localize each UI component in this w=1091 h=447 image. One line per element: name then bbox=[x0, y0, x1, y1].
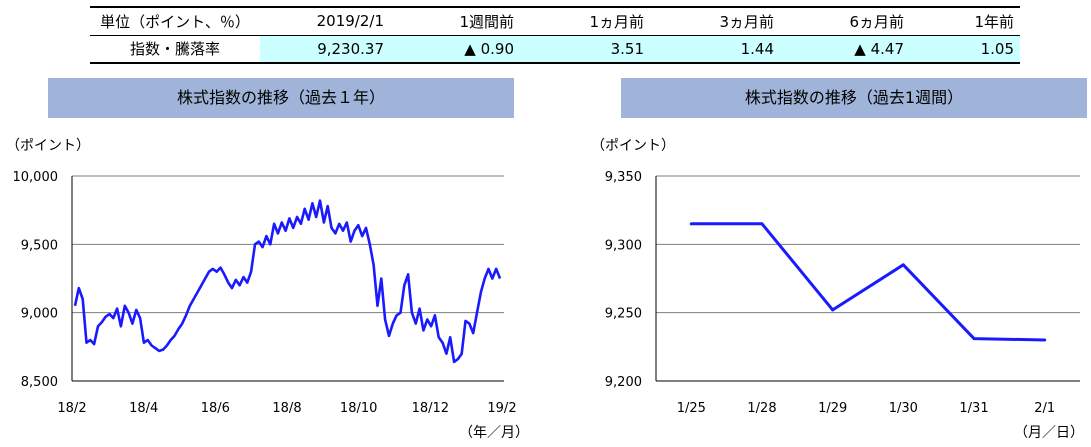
x-tick-label: 18/10 bbox=[340, 401, 377, 416]
y-tick-label: 9,250 bbox=[605, 307, 642, 322]
y-tick-label: 9,300 bbox=[605, 238, 642, 253]
data-point bbox=[689, 222, 693, 226]
x-tick-label: 1/30 bbox=[889, 401, 918, 416]
date-header: 2019/2/1 bbox=[260, 6, 390, 36]
x-tick-label: 18/6 bbox=[201, 401, 230, 416]
x-tick-label: 18/12 bbox=[412, 401, 449, 416]
x-tick-label: 19/2 bbox=[487, 401, 516, 416]
y-tick-label: 9,500 bbox=[21, 238, 58, 253]
one-week-change: ▲ 0.90 bbox=[390, 35, 520, 64]
one-year-header: 1年前 bbox=[910, 6, 1020, 36]
data-point bbox=[1043, 338, 1047, 342]
x-tick-label: 18/2 bbox=[57, 401, 86, 416]
six-month-change: ▲ 4.47 bbox=[780, 35, 910, 64]
unit-header: 単位（ポイント、％） bbox=[90, 6, 260, 36]
series-line-1y bbox=[73, 199, 502, 364]
one-month-change: 3.51 bbox=[520, 35, 650, 64]
three-month-change: 1.44 bbox=[650, 35, 780, 64]
row-label: 指数・騰落率 bbox=[90, 35, 260, 64]
summary-table: 単位（ポイント、％） 2019/2/1 1週間前 1ヵ月前 3ヵ月前 6ヵ月前 … bbox=[90, 6, 1020, 64]
data-point bbox=[972, 337, 976, 341]
index-value: 9,230.37 bbox=[260, 35, 390, 64]
x-tick-label: 2/1 bbox=[1034, 401, 1055, 416]
data-point bbox=[831, 308, 835, 312]
summary-header-row: 単位（ポイント、％） 2019/2/1 1週間前 1ヵ月前 3ヵ月前 6ヵ月前 … bbox=[90, 6, 1020, 36]
data-point bbox=[760, 222, 764, 226]
six-month-header: 6ヵ月前 bbox=[780, 6, 910, 36]
y-tick-label: 9,000 bbox=[21, 307, 58, 322]
x-axis-label: （年／月） bbox=[459, 425, 529, 441]
one-year-change: 1.05 bbox=[910, 35, 1020, 64]
one-month-header: 1ヵ月前 bbox=[520, 6, 650, 36]
y-axis-label: （ポイント） bbox=[591, 138, 675, 154]
y-tick-label: 10,000 bbox=[13, 170, 59, 185]
x-tick-label: 1/25 bbox=[677, 401, 706, 416]
x-axis-label: （月／日） bbox=[1014, 425, 1084, 441]
x-tick-label: 18/4 bbox=[129, 401, 158, 416]
x-tick-label: 1/31 bbox=[959, 401, 988, 416]
y-tick-label: 8,500 bbox=[21, 375, 58, 390]
chart-title-1w: 株式指数の推移（過去1週間） bbox=[621, 78, 1087, 118]
y-tick-label: 9,200 bbox=[605, 375, 642, 390]
three-month-header: 3ヵ月前 bbox=[650, 6, 780, 36]
chart-title-1y: 株式指数の推移（過去１年） bbox=[48, 78, 514, 118]
x-tick-label: 18/8 bbox=[272, 401, 301, 416]
one-week-header: 1週間前 bbox=[390, 6, 520, 36]
series-line-1w bbox=[691, 222, 1045, 342]
x-tick-label: 1/29 bbox=[818, 401, 847, 416]
data-point bbox=[901, 263, 905, 267]
x-tick-label: 1/28 bbox=[747, 401, 776, 416]
y-axis-label: （ポイント） bbox=[6, 138, 90, 154]
y-tick-label: 9,350 bbox=[605, 170, 642, 185]
summary-value-row: 指数・騰落率 9,230.37 ▲ 0.90 3.51 1.44 ▲ 4.47 … bbox=[90, 35, 1020, 64]
